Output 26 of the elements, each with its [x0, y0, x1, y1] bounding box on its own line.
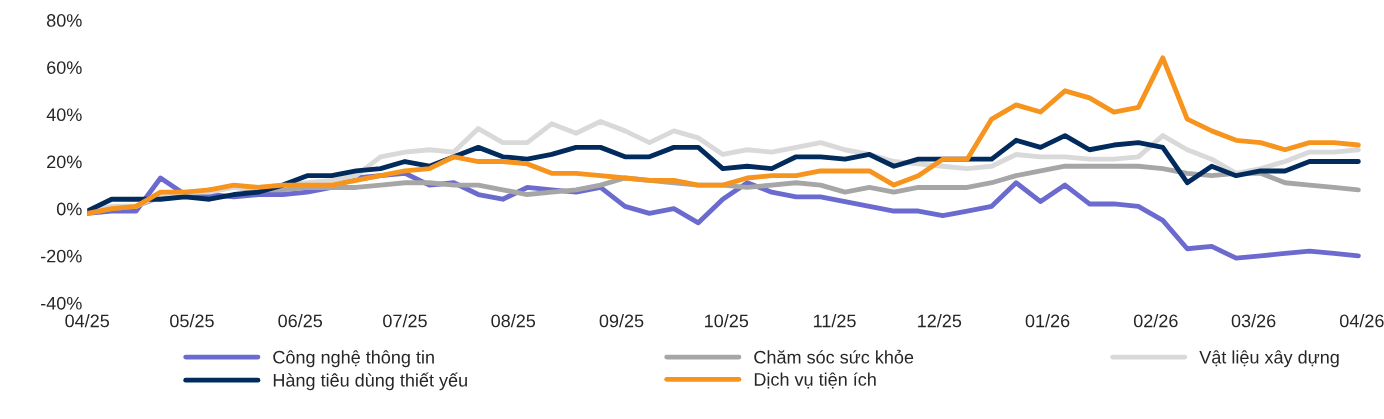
x-tick-label: 10/25 — [705, 314, 749, 328]
y-tick-label: -40% — [40, 296, 82, 310]
x-tick-label: 08/25 — [491, 314, 536, 328]
x-tick-label: 09/25 — [599, 314, 644, 328]
x-tick-label: 02/26 — [1133, 314, 1178, 328]
y-tick-label: 20% — [47, 155, 82, 169]
legend-label: Công nghệ thông tin — [273, 350, 434, 368]
line-series — [87, 55, 1361, 216]
x-tick-label: 12/25 — [918, 314, 962, 328]
x-tick-label: 05/25 — [170, 314, 214, 328]
x-tick-label: 04/26 — [1339, 314, 1384, 328]
y-tick-label: -20% — [40, 249, 82, 263]
x-tick-label: 01/26 — [1025, 314, 1070, 328]
x-tick-label: 07/25 — [383, 314, 427, 328]
legend-label: Hàng tiêu dùng thiết yếu — [273, 372, 467, 391]
y-tick-label: 60% — [47, 61, 82, 74]
y-tick-label: 80% — [46, 14, 82, 27]
legend-label: Chăm sóc sức khỏe — [754, 349, 914, 364]
y-tick-label: 0% — [56, 202, 82, 216]
x-tick-label: 06/25 — [278, 314, 323, 328]
x-tick-label: 11/25 — [813, 314, 856, 328]
x-tick-label: 03/26 — [1231, 314, 1276, 328]
x-tick-label: 04/25 — [65, 314, 110, 328]
legend-label: Dịch vụ tiện ích — [754, 372, 876, 389]
legend-label: Vật liệu xây dựng — [1199, 350, 1339, 368]
y-tick-label: 40% — [46, 108, 82, 122]
